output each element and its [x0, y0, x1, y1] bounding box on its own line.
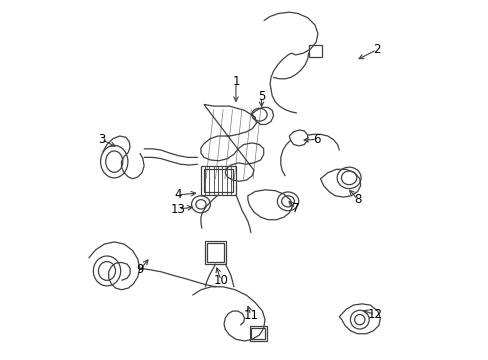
Bar	[308, 45, 322, 58]
Text: 6: 6	[313, 133, 320, 146]
Bar	[207, 243, 223, 262]
Bar	[205, 240, 225, 264]
Text: 2: 2	[372, 43, 380, 56]
Text: 1: 1	[232, 75, 239, 88]
Text: 10: 10	[213, 274, 228, 287]
Bar	[251, 328, 264, 339]
Text: 7: 7	[291, 202, 299, 215]
Text: 13: 13	[170, 203, 185, 216]
Bar	[249, 326, 266, 341]
Text: 11: 11	[243, 309, 258, 322]
Text: 9: 9	[136, 263, 143, 276]
Text: 4: 4	[174, 188, 182, 202]
Bar	[201, 166, 236, 195]
Text: 12: 12	[366, 308, 382, 321]
Bar	[203, 169, 232, 192]
Text: 8: 8	[353, 193, 361, 206]
Text: 5: 5	[257, 90, 264, 103]
Text: 3: 3	[98, 133, 105, 146]
